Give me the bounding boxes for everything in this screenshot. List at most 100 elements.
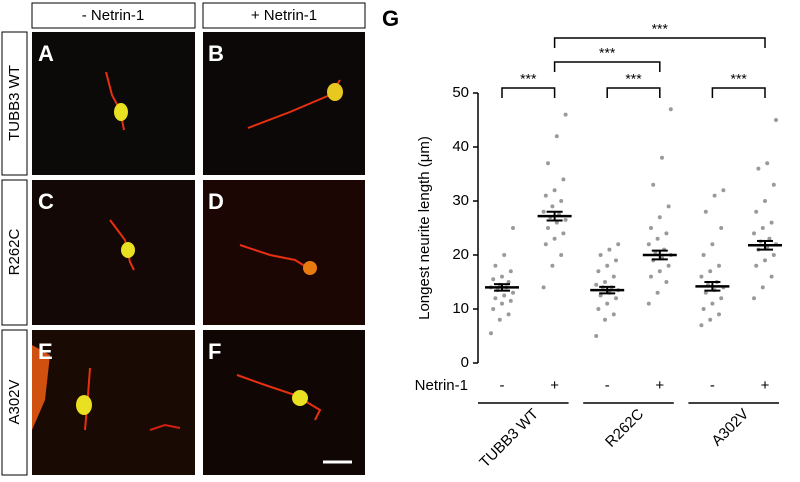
data-point [646, 242, 651, 247]
data-point [491, 307, 496, 311]
data-point [603, 280, 607, 284]
data-point [708, 269, 713, 274]
y-tick-label: 0 [461, 354, 469, 371]
group-label: TUBB3 WT [476, 406, 542, 472]
data-point [664, 280, 669, 284]
data-point [596, 307, 601, 311]
data-point [756, 166, 761, 171]
data-point [717, 263, 721, 268]
data-point [506, 280, 511, 284]
significance-bracket [553, 37, 766, 48]
x-tick-label: - [605, 377, 610, 394]
panel-letter: C [38, 189, 54, 214]
data-point [754, 263, 759, 268]
y-tick-label: 20 [452, 246, 469, 263]
significance-bracket [553, 61, 661, 72]
data-point [550, 263, 555, 268]
panel-letter: A [38, 41, 54, 66]
data-point [607, 247, 612, 252]
significance-bracket [711, 87, 766, 98]
y-tick-label: 10 [452, 300, 469, 317]
data-point [493, 263, 498, 268]
data-point [649, 274, 653, 279]
row-box [1, 179, 28, 326]
column-header: + Netrin-1 [251, 7, 317, 24]
data-point [763, 258, 767, 263]
data-point [614, 296, 618, 301]
data-point [563, 112, 568, 117]
data-point [561, 177, 566, 182]
data-point [769, 220, 774, 225]
y-tick-label: 30 [452, 192, 469, 209]
micrographs [32, 32, 365, 475]
significance-bracket [501, 87, 556, 98]
y-tick-label: 40 [452, 138, 469, 155]
significance-label: *** [520, 71, 537, 87]
data-point [651, 182, 656, 187]
row-label: A302V [6, 379, 23, 424]
data-point [646, 301, 651, 306]
data-point [699, 323, 704, 328]
data-point [563, 217, 568, 222]
data-point [657, 215, 662, 220]
data-point [611, 274, 616, 279]
data-point [541, 285, 546, 290]
data-point [500, 301, 504, 306]
data-point [771, 182, 776, 187]
data-point [598, 253, 603, 257]
significance-label: *** [652, 21, 669, 37]
data-point [719, 296, 724, 301]
significance-label: *** [625, 71, 642, 87]
data-point [774, 118, 778, 122]
data-point [493, 296, 498, 301]
data-point [719, 226, 724, 230]
data-point [752, 231, 756, 236]
x-tick-label: + [761, 377, 770, 394]
x-tick-label: - [500, 377, 505, 394]
data-point [500, 274, 504, 279]
data-point [603, 317, 607, 322]
data-point [561, 231, 566, 236]
data-point [543, 193, 548, 198]
data-point [506, 312, 511, 317]
data-point [655, 236, 660, 241]
data-point [708, 317, 713, 322]
row-label: R262C [6, 228, 23, 275]
data-point [508, 298, 513, 303]
data-point [491, 277, 496, 282]
group-label: R262C [602, 406, 647, 451]
data-point [717, 312, 721, 317]
data-point [594, 334, 599, 338]
data-point [605, 263, 610, 268]
header-box [202, 2, 366, 29]
data-point [710, 242, 715, 247]
data-point [765, 161, 770, 166]
data-point [763, 199, 767, 203]
data-point [699, 274, 704, 279]
data-point [552, 188, 557, 193]
data-point [552, 236, 557, 241]
data-point [712, 193, 717, 198]
data-point [598, 293, 603, 298]
data-point [594, 282, 599, 287]
data-point [554, 134, 559, 139]
data-point [660, 155, 664, 160]
data-point [760, 226, 765, 230]
significance-bracket [606, 87, 661, 98]
data-point [666, 263, 671, 268]
data-point [511, 226, 515, 230]
data-point [701, 253, 706, 257]
data-point [489, 331, 493, 336]
data-point [664, 231, 669, 236]
x-tick-label: - [710, 377, 715, 394]
data-point [657, 269, 662, 274]
data-point [605, 301, 610, 306]
data-point [596, 269, 601, 274]
data-point [541, 209, 546, 214]
data-point [559, 253, 564, 257]
data-point [511, 290, 515, 295]
panel-letter: F [208, 339, 221, 364]
data-point [502, 293, 507, 298]
data-point [546, 226, 550, 230]
